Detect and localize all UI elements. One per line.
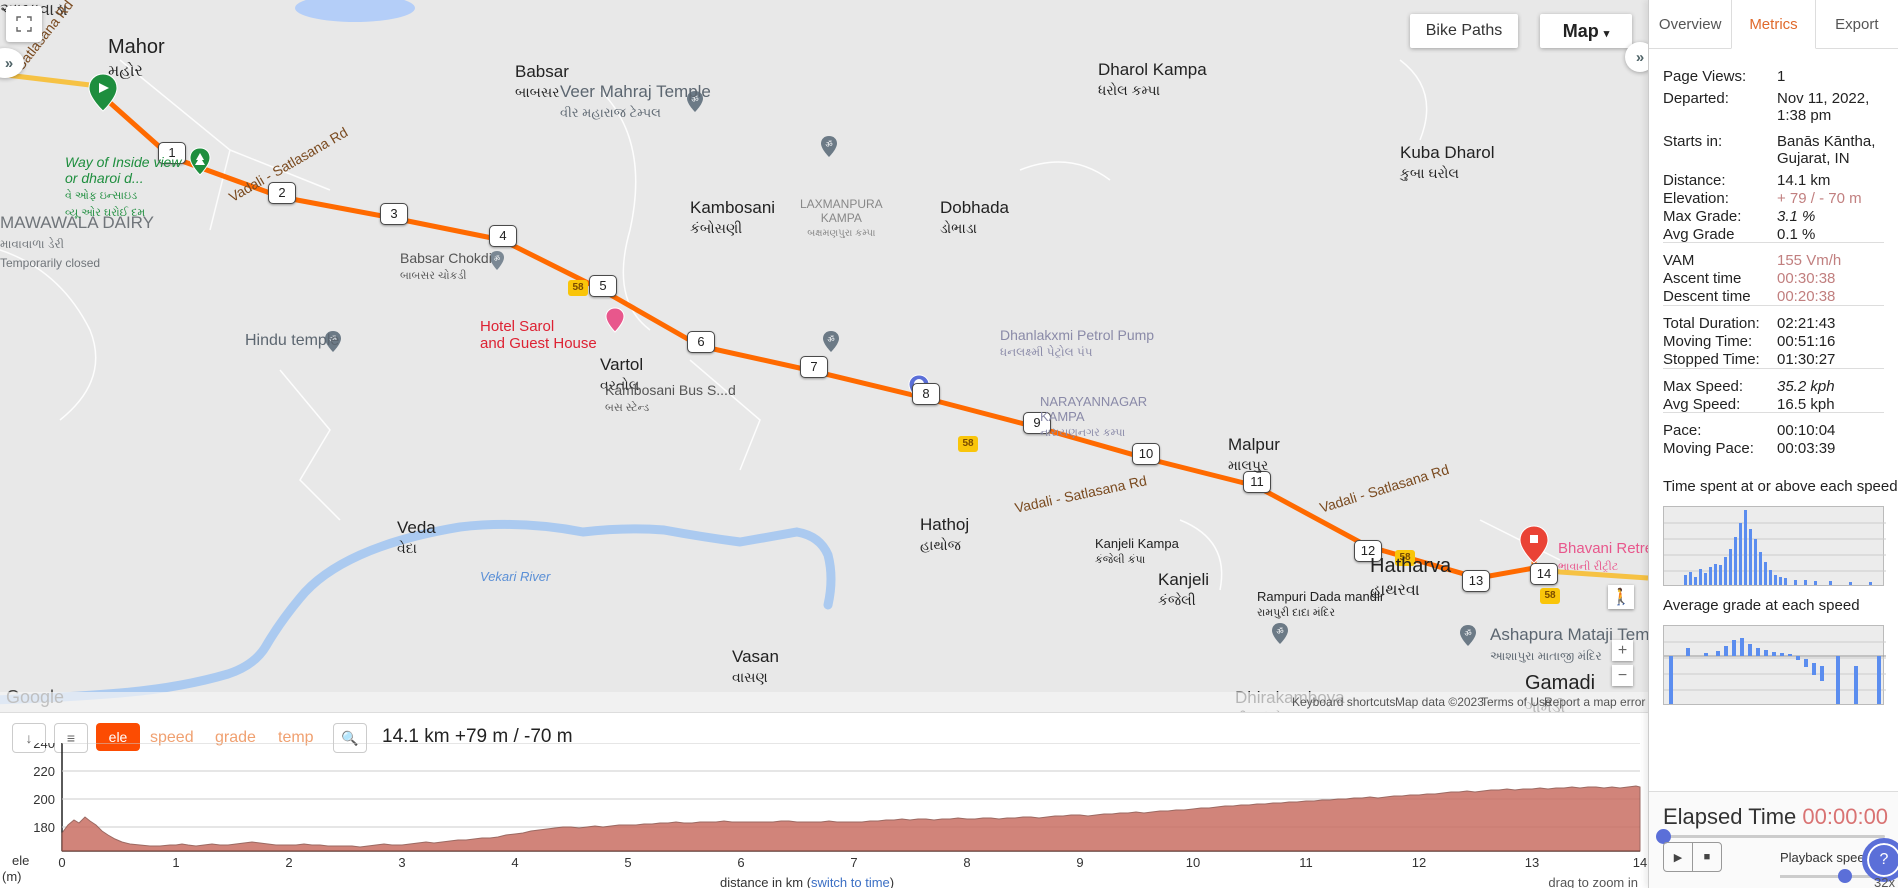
svg-text:4: 4 [511,855,518,870]
svg-text:10: 10 [1186,855,1200,870]
svg-text:ॐ: ॐ [494,255,501,263]
svg-text:13: 13 [1525,855,1539,870]
svg-text:6: 6 [737,855,744,870]
svg-text:ॐ: ॐ [1276,627,1283,636]
svg-text:5: 5 [624,855,631,870]
svg-text:ॐ: ॐ [825,140,832,149]
svg-text:(m): (m) [2,869,22,884]
svg-text:3: 3 [398,855,405,870]
svg-text:9: 9 [1076,855,1083,870]
svg-text:7: 7 [850,855,857,870]
svg-text:12: 12 [1412,855,1426,870]
svg-text:8: 8 [963,855,970,870]
svg-text:2: 2 [285,855,292,870]
svg-text:240: 240 [33,743,55,751]
svg-text:1: 1 [172,855,179,870]
svg-text:11: 11 [1299,855,1313,870]
svg-text:14: 14 [1633,855,1647,870]
svg-text:0: 0 [58,855,65,870]
svg-text:180: 180 [33,820,55,835]
svg-text:220: 220 [33,764,55,779]
svg-text:ॐ: ॐ [827,335,834,344]
svg-text:200: 200 [33,792,55,807]
svg-text:ॐ: ॐ [1464,629,1471,638]
svg-text:ele: ele [12,853,29,868]
